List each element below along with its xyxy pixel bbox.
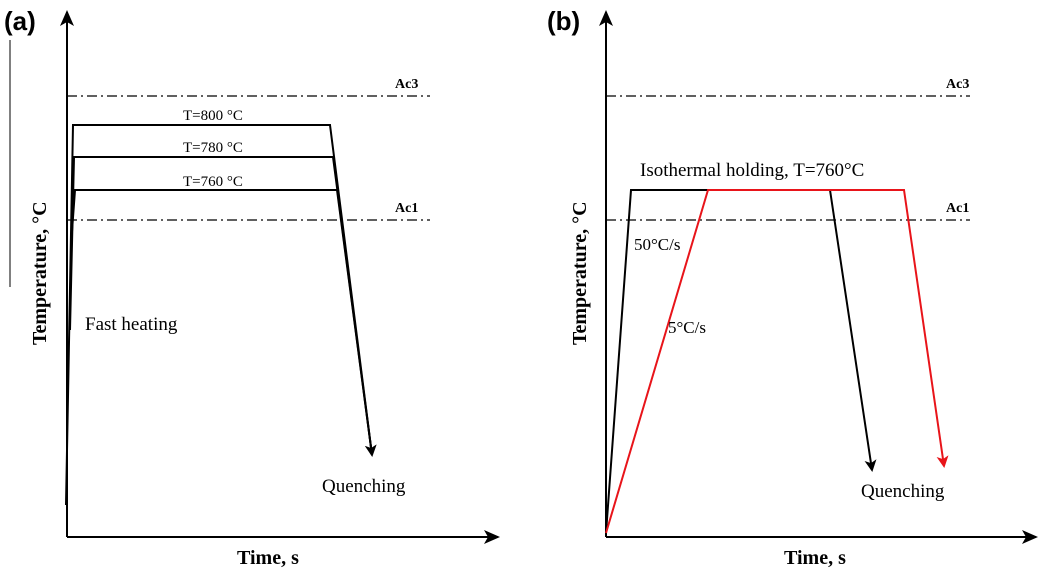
panel-b: (b) Ac3 Ac1 Isothermal holding, T=760°C … <box>547 6 1038 569</box>
panel-b-rate-fast-label: 50°C/s <box>634 235 680 254</box>
panel-a-path-760 <box>70 189 373 456</box>
panel-a-temp-760-label: T=760 °C <box>183 174 243 190</box>
panel-a-y-title: Temperature, °C <box>29 201 51 345</box>
panel-b-label: (b) <box>547 6 580 36</box>
panel-a-ac1-label: Ac1 <box>395 201 418 216</box>
panel-b-ac1-label: Ac1 <box>946 201 969 216</box>
panel-a-x-title: Time, s <box>237 547 299 569</box>
panel-a-temp-780-label: T=780 °C <box>183 140 243 156</box>
panel-b-quenching-note: Quenching <box>861 481 945 502</box>
panel-b-rate-slow-label: 5°C/s <box>668 318 706 337</box>
panel-a-path-780 <box>69 156 373 456</box>
panel-a-quenching-note: Quenching <box>322 476 406 497</box>
panel-b-ac3-label: Ac3 <box>946 77 969 92</box>
panel-a: (a) Ac3 Ac1 T=800 °C T=780 °C T=760 °C F… <box>4 6 500 569</box>
panel-a-ac3-label: Ac3 <box>395 77 418 92</box>
panel-b-slow-path <box>605 189 949 534</box>
panel-a-temp-800-label: T=800 °C <box>183 108 243 124</box>
panel-b-x-title: Time, s <box>784 547 846 569</box>
panel-a-label: (a) <box>4 6 36 36</box>
panel-b-holding-label: Isothermal holding, T=760°C <box>640 160 864 181</box>
panel-a-heating-note: Fast heating <box>85 314 178 335</box>
panel-b-y-title: Temperature, °C <box>569 201 591 345</box>
